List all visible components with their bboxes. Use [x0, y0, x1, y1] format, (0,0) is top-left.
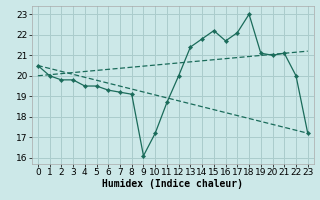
X-axis label: Humidex (Indice chaleur): Humidex (Indice chaleur): [102, 179, 243, 189]
